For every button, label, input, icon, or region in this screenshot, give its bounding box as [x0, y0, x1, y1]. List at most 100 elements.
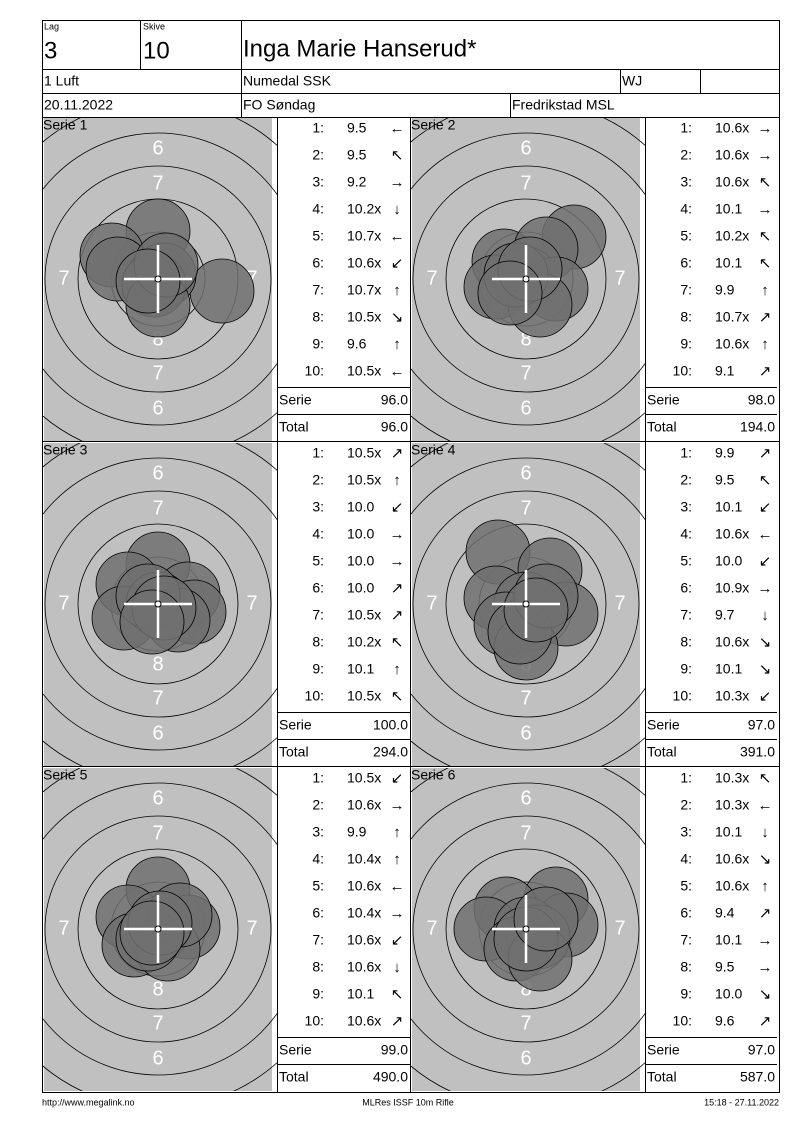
- shot-number: 2:: [680, 472, 692, 488]
- event: FO Søndag: [243, 97, 315, 113]
- ring-label: 6: [152, 1047, 163, 1069]
- target: 6 7 7 6 8 7 7: [43, 768, 277, 1091]
- shot-number: 8:: [680, 634, 692, 650]
- shot-direction: ↖: [759, 228, 772, 245]
- ring-label: 8: [520, 328, 531, 350]
- ring-label: 7: [426, 592, 437, 614]
- shot-direction: ↓: [761, 824, 769, 841]
- shot-score: 10.5x: [347, 445, 381, 461]
- ring: [411, 457, 645, 751]
- shot-number: 5:: [312, 553, 324, 569]
- shot-direction: ↖: [759, 174, 772, 191]
- shot-direction: ↗: [391, 1013, 404, 1030]
- center: [522, 925, 530, 933]
- shot-direction: →: [390, 526, 405, 543]
- shot-number: 9:: [312, 661, 324, 677]
- shot-direction: ↘: [391, 309, 404, 326]
- shot-direction: →: [390, 553, 405, 570]
- ring-label: 7: [152, 687, 163, 709]
- shot-number: 3:: [312, 499, 324, 515]
- shot-hole: [513, 886, 579, 952]
- shot-score: 10.9x: [715, 580, 749, 596]
- shot-number: 7:: [680, 932, 692, 948]
- shot-number: 2:: [680, 797, 692, 813]
- shot-number: 8:: [680, 309, 692, 325]
- shot-direction: ↗: [759, 1013, 772, 1030]
- serie-score: 98.0: [748, 392, 775, 408]
- shot-score: 9.2: [347, 174, 367, 190]
- shot-number: 10:: [673, 363, 692, 379]
- shot-direction: ↘: [759, 986, 772, 1003]
- ring-label: 6: [152, 722, 163, 744]
- shot-number: 7:: [680, 282, 692, 298]
- ring: [44, 490, 272, 718]
- ring-label: 8: [152, 328, 163, 350]
- ring-label: 7: [58, 917, 69, 939]
- ring-label: 8: [152, 978, 163, 1000]
- shot-number: 6:: [680, 580, 692, 596]
- shot-direction: ↙: [391, 932, 404, 949]
- shot-number: 7:: [312, 932, 324, 948]
- ring-label: 7: [152, 172, 163, 194]
- shot-direction: ↙: [759, 688, 772, 705]
- center: [522, 600, 530, 608]
- ring: [412, 165, 640, 393]
- total-label: Total: [647, 419, 677, 435]
- shot-direction: ↖: [391, 634, 404, 651]
- shot-score: 10.6x: [347, 255, 381, 271]
- shot-number: 3:: [680, 499, 692, 515]
- ring-label: 6: [520, 397, 531, 419]
- shot-score: 10.2x: [347, 201, 381, 217]
- shot-number: 6:: [312, 580, 324, 596]
- shot-score: 9.9: [715, 445, 735, 461]
- ring-label: 6: [520, 722, 531, 744]
- shot-hole: [115, 248, 181, 314]
- footer-url: http://www.megalink.no: [42, 1097, 135, 1107]
- ring-label: 7: [152, 822, 163, 844]
- shot-score: 10.7x: [347, 228, 381, 244]
- ring-label: 7: [58, 592, 69, 614]
- shot-direction: ↖: [759, 255, 772, 272]
- shot-score: 10.6x: [715, 120, 749, 136]
- shot-score: 10.4x: [347, 905, 381, 921]
- shot-number: 3:: [312, 174, 324, 190]
- serie-label: Serie: [279, 717, 312, 733]
- serie-label: Serie: [647, 717, 680, 733]
- ring: [43, 782, 277, 1076]
- ring: [445, 523, 607, 685]
- shot-score: 9.7: [715, 607, 735, 623]
- ring-label: 6: [520, 137, 531, 159]
- shot-number: 1:: [680, 120, 692, 136]
- shot-score: 10.7x: [347, 282, 381, 298]
- shot-number: 3:: [680, 174, 692, 190]
- shot-score: 10.2x: [347, 634, 381, 650]
- shot-score: 10.3x: [715, 797, 749, 813]
- shot-direction: ↘: [759, 634, 772, 651]
- ring-label: 7: [520, 172, 531, 194]
- shot-direction: ↑: [761, 282, 769, 299]
- club: Numedal SSK: [243, 73, 332, 89]
- shot-number: 5:: [680, 228, 692, 244]
- shot-score: 9.9: [715, 282, 735, 298]
- skive-label: Skive: [143, 21, 165, 31]
- shot-direction: ↓: [393, 201, 401, 218]
- center: [154, 925, 162, 933]
- ring-label: 8: [152, 653, 163, 675]
- serie-score: 100.0: [373, 717, 408, 733]
- shot-score: 10.1: [715, 499, 742, 515]
- shot-score: 10.6x: [715, 174, 749, 190]
- shot-number: 5:: [680, 553, 692, 569]
- shot-direction: →: [390, 797, 405, 814]
- shot-hole: [189, 258, 255, 324]
- serie-label: Serie: [279, 1042, 312, 1058]
- shot-hole: [477, 260, 543, 326]
- shot-number: 10:: [673, 688, 692, 704]
- ring: [411, 132, 645, 426]
- shot-number: 9:: [312, 336, 324, 352]
- shot-number: 4:: [680, 851, 692, 867]
- shot-score: 9.6: [347, 336, 367, 352]
- shot-number: 9:: [680, 986, 692, 1002]
- lag-label: Lag: [44, 21, 59, 31]
- shot-direction: ↖: [391, 986, 404, 1003]
- shot-direction: →: [758, 120, 773, 137]
